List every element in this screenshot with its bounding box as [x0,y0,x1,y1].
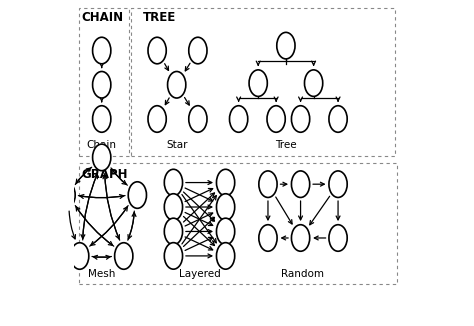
Ellipse shape [148,37,166,64]
Ellipse shape [259,225,277,251]
Text: TREE: TREE [143,11,176,24]
Ellipse shape [128,182,146,208]
Ellipse shape [229,106,248,132]
Text: Layered: Layered [179,269,220,279]
Text: Star: Star [166,140,187,150]
Text: CHAIN: CHAIN [81,11,123,24]
FancyBboxPatch shape [79,163,397,284]
Ellipse shape [164,218,182,245]
Ellipse shape [259,171,277,198]
Ellipse shape [217,194,235,220]
Ellipse shape [57,182,75,208]
Ellipse shape [92,106,111,132]
Ellipse shape [217,169,235,196]
Ellipse shape [164,169,182,196]
Ellipse shape [71,243,89,269]
Ellipse shape [292,106,310,132]
Ellipse shape [164,243,182,269]
Ellipse shape [92,144,111,171]
Ellipse shape [92,37,111,64]
Ellipse shape [329,225,347,251]
Ellipse shape [292,171,310,198]
FancyBboxPatch shape [79,8,129,156]
Ellipse shape [277,32,295,59]
Ellipse shape [164,194,182,220]
Ellipse shape [292,225,310,251]
Ellipse shape [267,106,285,132]
Text: Mesh: Mesh [88,269,115,279]
Ellipse shape [217,243,235,269]
FancyBboxPatch shape [131,8,395,156]
Text: Random: Random [281,269,324,279]
Ellipse shape [329,106,347,132]
Ellipse shape [92,71,111,98]
Ellipse shape [168,71,186,98]
Text: Tree: Tree [275,140,297,150]
Ellipse shape [217,218,235,245]
Ellipse shape [148,106,166,132]
Ellipse shape [249,70,267,96]
Ellipse shape [304,70,323,96]
Ellipse shape [189,37,207,64]
Text: GRAPH: GRAPH [81,168,128,181]
Ellipse shape [115,243,133,269]
Ellipse shape [329,171,347,198]
Text: Chain: Chain [87,140,117,150]
Ellipse shape [189,106,207,132]
